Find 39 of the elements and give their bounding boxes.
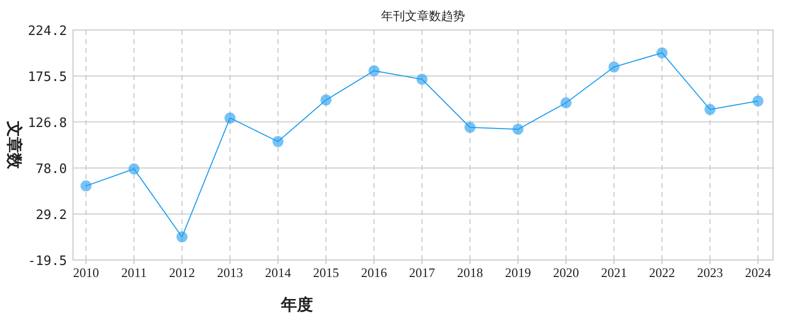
- x-tick-label: 2023: [697, 265, 723, 280]
- y-tick-label: 175.5: [28, 70, 67, 85]
- y-tick-label: -19.5: [28, 254, 67, 269]
- y-axis-title: 文章数: [5, 120, 24, 170]
- point: [704, 104, 716, 115]
- point: [416, 74, 428, 85]
- point: [608, 61, 620, 72]
- x-tick-label: 2010: [73, 265, 99, 280]
- x-tick-label: 2016: [361, 265, 388, 280]
- x-tick-label: 2013: [217, 265, 243, 280]
- point: [512, 124, 524, 135]
- y-tick-label: 29.2: [36, 208, 67, 224]
- point: [272, 136, 284, 148]
- x-tick-label: 2019: [505, 265, 531, 280]
- point: [560, 97, 572, 108]
- y-tick-label: 78.0: [36, 162, 67, 177]
- point: [368, 65, 380, 76]
- point: [752, 95, 764, 106]
- x-tick-label: 2011: [121, 265, 147, 280]
- point: [176, 231, 188, 242]
- point: [320, 94, 332, 106]
- x-tick-label: 2014: [265, 265, 292, 280]
- x-tick-label: 2012: [169, 265, 195, 280]
- x-tick-label: 2022: [649, 265, 675, 280]
- point: [224, 112, 236, 124]
- point: [80, 180, 92, 192]
- x-tick-label: 2017: [409, 265, 436, 280]
- point: [464, 122, 476, 133]
- x-axis-title: 年度: [280, 295, 313, 314]
- x-tick-label: 2021: [601, 265, 627, 280]
- x-tick-label: 2020: [553, 265, 579, 280]
- x-tick-label: 2015: [313, 265, 339, 280]
- x-tick-label: 2018: [457, 265, 483, 280]
- x-tick-label: 2024: [745, 265, 772, 280]
- y-tick-label: 126.8: [28, 116, 67, 131]
- y-tick-label: 224.2: [28, 24, 67, 39]
- point: [128, 163, 140, 174]
- chart-title: 年刊文章数趋势: [381, 9, 465, 23]
- point: [656, 47, 668, 58]
